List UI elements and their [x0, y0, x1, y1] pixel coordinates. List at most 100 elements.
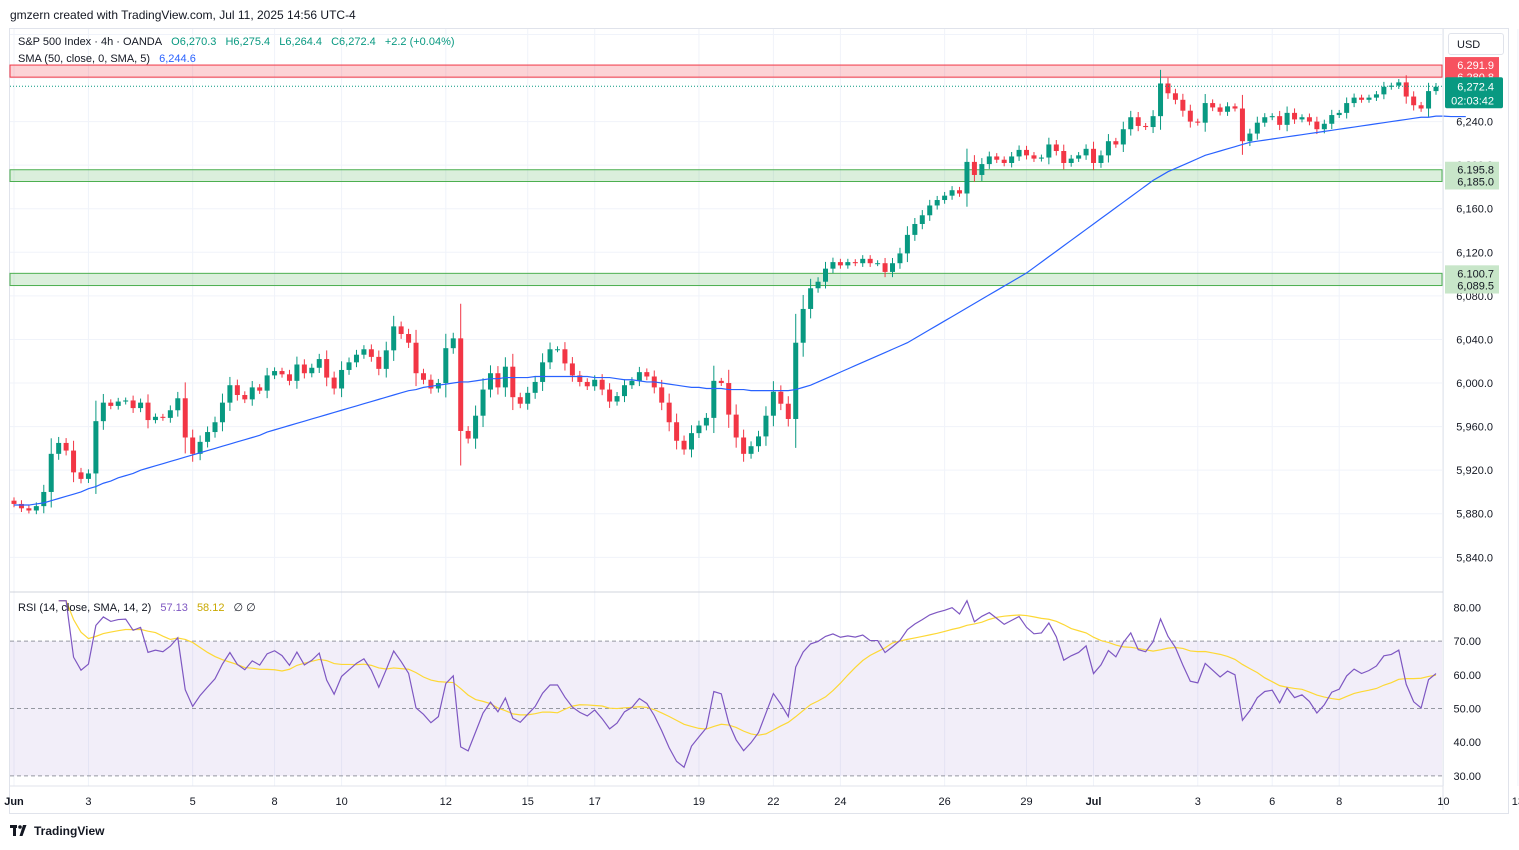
candle-body — [696, 425, 702, 434]
candle-body — [160, 416, 166, 418]
candle-body — [331, 377, 337, 389]
candle-body — [1098, 155, 1104, 163]
candle-body — [778, 391, 784, 404]
candle-body — [316, 359, 322, 368]
candle-body — [115, 401, 121, 406]
zone-price-label: 6,185.0 — [1457, 177, 1494, 189]
candle-body — [480, 389, 486, 416]
candle-body — [919, 215, 925, 224]
time-tick-label: 19 — [693, 796, 705, 808]
currency-button[interactable]: USD — [1448, 33, 1504, 55]
candle-body — [1418, 105, 1424, 109]
candle-body — [718, 380, 724, 384]
symbol-name[interactable]: S&P 500 Index · 4h · OANDA — [18, 36, 163, 48]
rsi-sma-value: 58.12 — [196, 602, 225, 614]
candle-body — [674, 422, 680, 441]
candle-body — [1217, 107, 1223, 112]
candle-body — [227, 385, 233, 403]
candle-body — [487, 373, 493, 390]
candle-body — [1083, 148, 1089, 156]
price-tick-label: 5,840.0 — [1456, 552, 1493, 564]
tradingview-logo-text: TradingView — [34, 824, 105, 838]
rsi-tick-label: 50.00 — [1453, 704, 1481, 716]
candle-body — [748, 446, 754, 454]
candle-body — [525, 392, 531, 404]
rsi-tick-label: 80.00 — [1453, 602, 1481, 614]
candle-body — [1388, 85, 1394, 87]
candle-body — [577, 375, 583, 382]
zone-price-tag — [1445, 57, 1499, 74]
candle-body — [1262, 117, 1268, 123]
price-tick-label: 6,120.0 — [1456, 247, 1493, 259]
candle-body — [1381, 86, 1387, 95]
candle-body — [1426, 91, 1432, 109]
candle-body — [711, 380, 717, 418]
price-tick-label: 6,000.0 — [1456, 378, 1493, 390]
candle-body — [26, 508, 32, 511]
sma-legend[interactable]: SMA (50, close, 0, SMA, 5) 6,244.6 — [18, 53, 196, 65]
rsi-empty-values: ∅ ∅ — [233, 602, 256, 614]
candle-body — [1113, 141, 1119, 145]
candle-body — [629, 380, 635, 386]
zone-price-tag — [1445, 173, 1499, 190]
candle-body — [1091, 148, 1097, 163]
candle-body — [852, 262, 858, 264]
candle-body — [406, 334, 412, 343]
candle-body — [808, 288, 814, 309]
zone-price-tag — [1445, 265, 1499, 282]
rsi-tick-label: 30.00 — [1453, 771, 1481, 783]
candle-body — [1038, 157, 1044, 159]
candle-body — [823, 268, 829, 282]
candle-body — [681, 440, 687, 450]
candle-body — [770, 391, 776, 416]
candle-body — [949, 190, 955, 196]
candle-body — [450, 338, 456, 349]
candle-body — [584, 381, 590, 387]
candle-body — [242, 395, 248, 400]
candle-body — [1336, 112, 1342, 116]
candle-body — [294, 364, 300, 381]
candle-body — [860, 258, 866, 264]
candle-body — [897, 253, 903, 264]
candle-body — [219, 402, 225, 423]
candle-body — [465, 430, 471, 439]
candle-body — [41, 491, 47, 507]
time-tick-label: 3 — [85, 796, 91, 808]
candle-body — [71, 450, 77, 473]
rsi-legend[interactable]: RSI (14, close, SMA, 14, 2) 57.13 58.12 … — [18, 601, 256, 614]
candle-body — [636, 372, 642, 381]
candle-body — [1172, 93, 1178, 100]
candle-body — [1396, 82, 1402, 86]
rsi-value: 57.13 — [160, 602, 188, 614]
candle-body — [815, 281, 821, 289]
rsi-sma-line — [58, 600, 1437, 736]
candle-body — [1053, 144, 1059, 152]
time-tick-label: 8 — [272, 796, 278, 808]
candle-body — [1068, 158, 1074, 163]
sma-label[interactable]: SMA (50, close, 0, SMA, 5) — [18, 53, 151, 65]
candle-body — [979, 164, 985, 175]
symbol-legend[interactable]: S&P 500 Index · 4h · OANDA O6,270.3 H6,2… — [18, 36, 455, 48]
candle-body — [1120, 129, 1126, 145]
candle-body — [182, 398, 188, 438]
candle-body — [279, 371, 285, 375]
candle-body — [1158, 83, 1164, 117]
tradingview-logo[interactable]: TradingView — [10, 824, 104, 838]
candle-body — [324, 359, 330, 378]
time-tick-label: 5 — [190, 796, 196, 808]
time-tick-label: Jul — [1086, 796, 1102, 808]
candle-body — [197, 441, 203, 454]
candle-body — [18, 503, 24, 509]
time-tick-label: 29 — [1020, 796, 1032, 808]
candle-body — [85, 473, 91, 479]
support-zone-1 — [9, 169, 1443, 183]
candle-body — [123, 400, 129, 402]
price-tick-label: 6,240.0 — [1456, 117, 1493, 129]
candle-body — [398, 326, 404, 335]
candle-body — [1135, 117, 1141, 126]
candle-body — [904, 234, 910, 254]
candle-body — [234, 385, 240, 396]
candle-body — [882, 263, 888, 272]
rsi-label[interactable]: RSI (14, close, SMA, 14, 2) — [18, 602, 152, 614]
